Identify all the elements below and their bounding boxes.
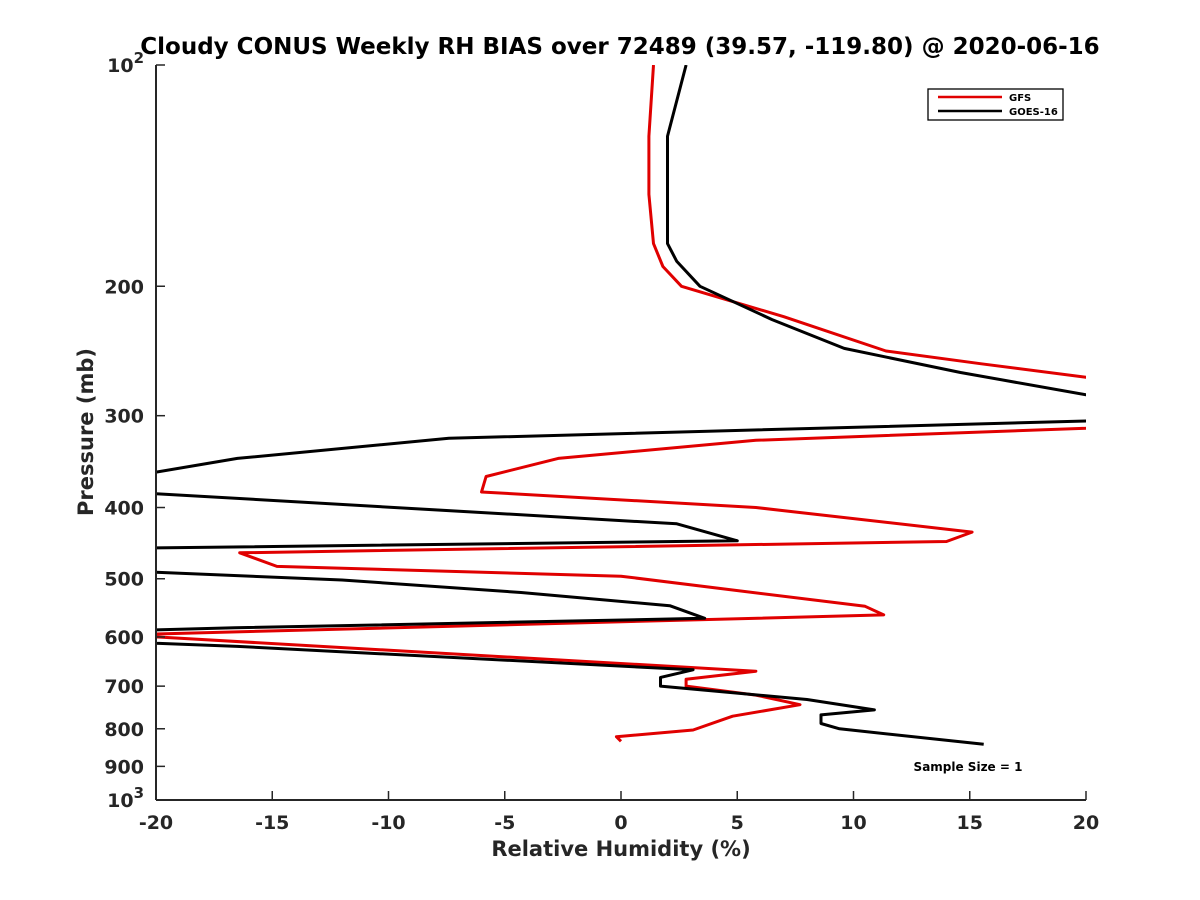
legend-label-goes16: GOES-16 — [1009, 107, 1058, 118]
chart-title: Cloudy CONUS Weekly RH BIAS over 72489 (… — [140, 34, 1099, 60]
y-tick-label: 102 — [107, 49, 144, 77]
x-tick-label: 20 — [1073, 812, 1099, 834]
x-tick-label: 0 — [614, 812, 627, 834]
x-tick-label: -20 — [139, 812, 173, 834]
legend-label-gfs: GFS — [1009, 93, 1031, 104]
series-layer — [156, 65, 1086, 746]
legend: GFS GOES-16 — [927, 88, 1064, 121]
legend-box — [927, 88, 1064, 121]
y-tick-label: 400 — [104, 498, 144, 520]
y-tick-label: 700 — [104, 676, 144, 698]
x-tick-label: -15 — [255, 812, 289, 834]
x-tick-label: 15 — [957, 812, 983, 834]
y-tick-label: 600 — [104, 627, 144, 649]
x-ticks: -20 -15 -10 -5 0 5 10 15 20 — [139, 791, 1099, 834]
y-tick-label: 500 — [104, 569, 144, 591]
series-line-gfs — [156, 65, 1086, 743]
y-axis-label: Pressure (mb) — [74, 348, 98, 516]
y-tick-label: 800 — [104, 719, 144, 741]
y-tick-label: 200 — [104, 276, 144, 298]
x-tick-label: -10 — [371, 812, 405, 834]
x-tick-label: 5 — [731, 812, 744, 834]
series-line-goes16 — [156, 65, 1086, 746]
sample-size-annotation: Sample Size = 1 — [914, 760, 1023, 774]
y-tick-label: 103 — [107, 784, 144, 812]
y-tick-label: 300 — [104, 406, 144, 428]
x-tick-label: -5 — [494, 812, 515, 834]
x-axis-label: Relative Humidity (%) — [491, 837, 750, 861]
x-tick-label: 10 — [840, 812, 866, 834]
y-tick-label: 900 — [104, 756, 144, 778]
